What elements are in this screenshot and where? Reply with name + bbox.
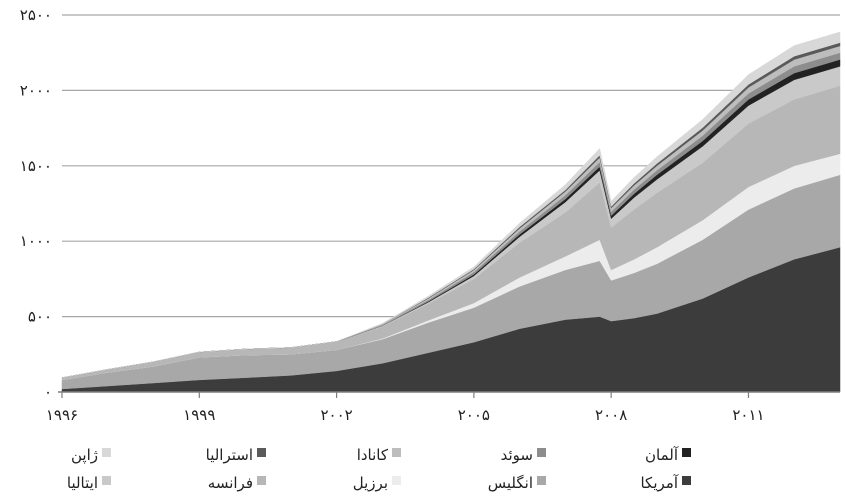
legend-swatch [537, 476, 546, 485]
y-tick-label: ۲۵۰۰ [20, 6, 52, 24]
legend-swatch [102, 476, 111, 485]
legend-label: آلمان [645, 446, 679, 464]
area-series-9 [61, 31, 841, 378]
legend-label: سوئد [501, 446, 533, 464]
y-tick-label: ۱۰۰۰ [20, 232, 52, 250]
x-tick-label: ۲۰۰۲ [320, 406, 352, 424]
x-tick-label: ۲۰۱۱ [732, 406, 764, 424]
legend-label: استرالیا [206, 446, 253, 464]
x-tick-label: ۲۰۰۵ [458, 406, 490, 424]
y-tick-labels: ۰ ۵۰۰ ۱۰۰۰ ۱۵۰۰ ۲۰۰۰ ۲۵۰۰ [20, 6, 52, 401]
legend-label: کانادا [357, 446, 389, 464]
legend-swatch [257, 476, 266, 485]
legend-swatch [537, 448, 546, 457]
y-tick-label: ۱۵۰۰ [20, 157, 52, 175]
x-tick-label: ۱۹۹۶ [46, 406, 78, 424]
legend-swatch [102, 448, 111, 457]
legend-swatch [392, 476, 401, 485]
axes [58, 391, 840, 398]
legend-swatch [392, 448, 401, 457]
legend-swatch [682, 448, 691, 457]
y-tick-label: ۰ [44, 383, 52, 401]
legend-label: ایتالیا [67, 474, 98, 492]
legend-swatch [682, 476, 691, 485]
legend-label: فرانسه [208, 474, 253, 492]
y-tick-label: ۲۰۰۰ [20, 81, 52, 99]
y-tick-label: ۵۰۰ [28, 308, 52, 326]
area-series-group [61, 31, 841, 393]
x-tick-label: ۲۰۰۸ [595, 406, 627, 424]
x-tick-label: ۱۹۹۹ [183, 406, 215, 424]
x-tick-labels: ۱۹۹۶ ۱۹۹۹ ۲۰۰۲ ۲۰۰۵ ۲۰۰۸ ۲۰۱۱ [46, 406, 765, 424]
legend-label: انگلیس [488, 474, 533, 492]
legend-swatch [257, 448, 266, 457]
legend-label: ژاپن [71, 446, 98, 465]
legend: آلمان سوئد کانادا استرالیا ژاپن آمریکا انگلیس ب… [67, 446, 691, 492]
legend-label: برزیل [353, 474, 388, 492]
legend-label: آمریکا [640, 474, 678, 492]
